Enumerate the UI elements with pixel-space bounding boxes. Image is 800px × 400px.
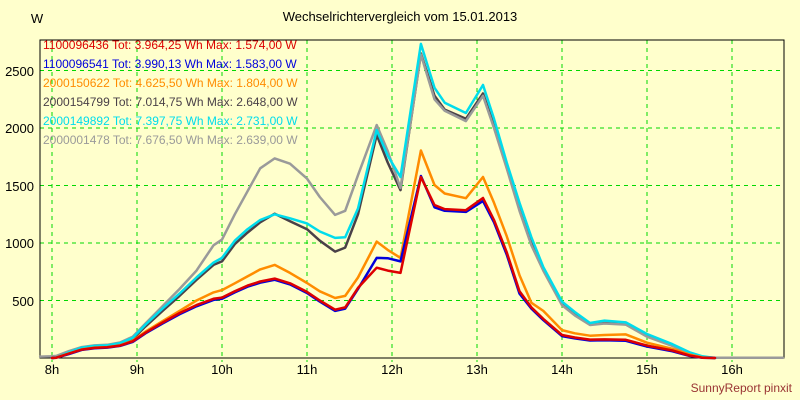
legend-row-1100096541: 1100096541 Tot: 3.990,13 Wh Max: 1.583,0…	[43, 57, 297, 71]
y-tick-label-1500: 1500	[5, 178, 34, 194]
y-axis-unit-label: W	[30, 11, 44, 26]
series-line-2000149892	[50, 42, 717, 360]
plot-border	[39, 39, 785, 359]
x-tick-label-12h: 12h	[381, 362, 403, 377]
x-tick-label-16h: 16h	[721, 362, 743, 377]
legend: 1100096436 Tot: 3.964,25 Wh Max: 1.574,0…	[43, 36, 298, 150]
x-tick-label-14h: 14h	[551, 362, 573, 377]
y-tick-label-1000: 1000	[5, 236, 34, 251]
y-tick-label-2500: 2500	[5, 63, 34, 79]
footer-credit: SunnyReport pinxit	[690, 381, 792, 395]
x-tick-label-11h: 11h	[296, 362, 318, 377]
chart-title: Wechselrichtervergleich vom 15.01.2013	[282, 9, 518, 24]
legend-row-2000149892: 2000149892 Tot: 7.397,75 Wh Max: 2.731,0…	[43, 114, 298, 128]
x-tick-label-15h: 15h	[636, 362, 658, 377]
y-tick-label-2000: 2000	[5, 121, 34, 136]
legend-row-2000150622: 2000150622 Tot: 4.625,50 Wh Max: 1.804,0…	[43, 76, 298, 90]
x-tick-label-10h: 10h	[211, 362, 233, 377]
series-line-1100096436	[50, 175, 717, 360]
x-tick-label-9h: 9h	[129, 362, 145, 377]
y-tick-label-500: 500	[12, 293, 34, 309]
x-tick-label-13h: 13h	[466, 362, 488, 377]
legend-row-2000154799: 2000154799 Tot: 7.014,75 Wh Max: 2.648,0…	[43, 95, 298, 109]
legend-row-1100096436: 1100096436 Tot: 3.964,25 Wh Max: 1.574,0…	[43, 38, 297, 52]
series-line-2000150622	[50, 149, 717, 360]
series-line-1100096541	[50, 174, 717, 360]
legend-row-2000001478: 2000001478 Tot: 7.676,50 Wh Max: 2.639,0…	[43, 133, 298, 147]
x-tick-label-8h: 8h	[44, 362, 60, 377]
